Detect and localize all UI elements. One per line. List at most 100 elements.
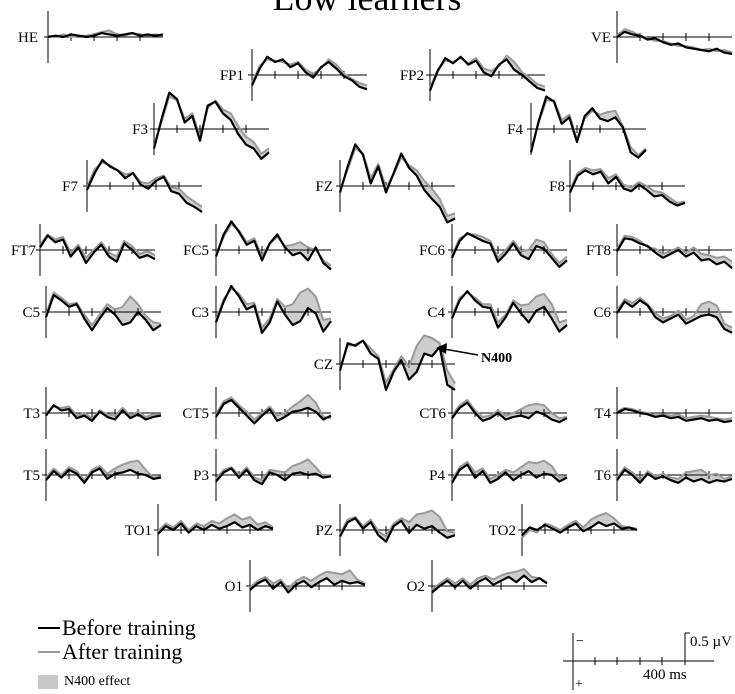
n400-shading bbox=[452, 400, 567, 423]
n400-shading bbox=[617, 29, 732, 54]
channel-t3: T3 bbox=[23, 387, 162, 439]
trace-before bbox=[616, 299, 733, 334]
trace-before bbox=[47, 32, 164, 39]
n400-shading bbox=[216, 221, 331, 270]
trace-after bbox=[451, 459, 568, 481]
legend-item-n400: N400 effect bbox=[38, 670, 196, 694]
scale-bar: − + 0.5 µV 400 ms bbox=[563, 632, 732, 692]
trace-after bbox=[45, 405, 161, 420]
channel-label: F3 bbox=[132, 122, 148, 138]
trace-before bbox=[85, 158, 203, 213]
channel-f8: F8 bbox=[549, 160, 686, 212]
trace-before bbox=[250, 55, 368, 91]
trace-before bbox=[39, 234, 156, 265]
channel-label: F7 bbox=[62, 179, 78, 195]
channel-to1: TO1 bbox=[125, 504, 274, 556]
legend: Before training After training N400 effe… bbox=[38, 615, 196, 694]
trace-before bbox=[431, 574, 548, 594]
channel-label: P3 bbox=[193, 468, 209, 484]
channel-label: T5 bbox=[23, 468, 40, 484]
trace-before bbox=[215, 398, 332, 425]
trace-after bbox=[215, 223, 332, 267]
channel-ve: VE bbox=[591, 11, 733, 63]
trace-before bbox=[214, 220, 332, 271]
trace-before bbox=[616, 468, 733, 484]
channel-to2: TO2 bbox=[489, 504, 638, 556]
channel-label: VE bbox=[591, 30, 611, 46]
trace-before bbox=[157, 521, 274, 535]
trace-before bbox=[451, 463, 568, 484]
trace-after bbox=[451, 399, 568, 420]
trace-before bbox=[45, 467, 162, 484]
n400-shading bbox=[452, 291, 567, 332]
channel-label: FZ bbox=[315, 179, 333, 195]
channel-c4: C4 bbox=[427, 286, 568, 338]
channel-t5: T5 bbox=[23, 449, 162, 501]
n400-shading bbox=[216, 459, 331, 485]
scale-pos-sign: + bbox=[575, 677, 583, 692]
trace-after bbox=[45, 291, 162, 326]
trace-after bbox=[616, 466, 733, 482]
channel-label: TO2 bbox=[489, 523, 516, 539]
channel-label: T4 bbox=[594, 406, 611, 422]
legend-item-before: Before training bbox=[38, 615, 196, 640]
channel-t6: T6 bbox=[594, 449, 733, 501]
n400-shading bbox=[216, 394, 331, 424]
trace-before bbox=[338, 339, 456, 392]
n400-label: N400 bbox=[481, 351, 512, 366]
channel-f7: F7 bbox=[62, 158, 203, 213]
trace-after bbox=[616, 296, 733, 329]
trace-before bbox=[214, 284, 332, 334]
trace-before bbox=[529, 95, 647, 159]
channel-label: C4 bbox=[427, 305, 445, 321]
n400-shading bbox=[430, 55, 545, 91]
channel-label: FT8 bbox=[586, 243, 611, 259]
channel-label: C3 bbox=[191, 305, 209, 321]
trace-before bbox=[45, 404, 162, 422]
n400-shading bbox=[46, 292, 161, 331]
trace-before bbox=[616, 237, 733, 270]
channel-label: FP2 bbox=[400, 68, 424, 84]
channel-label: FP1 bbox=[220, 68, 244, 84]
channel-p4: P4 bbox=[429, 449, 568, 501]
channel-label: HE bbox=[18, 30, 38, 46]
legend-line-after bbox=[38, 651, 60, 653]
channel-fc5: FC5 bbox=[183, 220, 332, 276]
channel-label: FT7 bbox=[11, 243, 37, 259]
channel-label: FC5 bbox=[183, 243, 209, 259]
channel-label: CT5 bbox=[182, 406, 209, 422]
trace-after bbox=[45, 459, 162, 482]
channel-fz: FZ bbox=[315, 143, 456, 224]
trace-after bbox=[616, 406, 733, 421]
trace-before bbox=[616, 30, 733, 55]
channel-label: T3 bbox=[23, 406, 40, 422]
scale-time-label: 400 ms bbox=[643, 667, 687, 683]
trace-after bbox=[249, 569, 366, 590]
trace-before bbox=[568, 169, 686, 207]
channel-t4: T4 bbox=[594, 387, 733, 439]
channel-label: FC6 bbox=[419, 243, 445, 259]
trace-before bbox=[339, 517, 456, 543]
trace-before bbox=[44, 294, 162, 332]
channel-label: O2 bbox=[407, 579, 425, 595]
trace-after bbox=[339, 334, 456, 385]
legend-swatch-n400 bbox=[38, 675, 58, 689]
channel-ct6: CT6 bbox=[419, 387, 568, 439]
trace-after bbox=[339, 509, 456, 538]
channel-label: CT6 bbox=[419, 406, 446, 422]
n400-shading bbox=[250, 570, 365, 593]
channel-label: CZ bbox=[314, 357, 333, 373]
trace-after bbox=[215, 393, 332, 421]
channel-label: O1 bbox=[225, 579, 243, 595]
channel-label: P4 bbox=[429, 468, 445, 484]
trace-after bbox=[616, 234, 733, 263]
n400-annotation: N400 bbox=[436, 343, 512, 366]
channel-label: C5 bbox=[22, 305, 40, 321]
channel-ct5: CT5 bbox=[182, 387, 332, 439]
channel-label: F4 bbox=[507, 122, 523, 138]
trace-before bbox=[215, 467, 332, 486]
legend-label-after: After training bbox=[62, 639, 183, 664]
chart-title: Low learners bbox=[273, 0, 462, 18]
trace-before bbox=[428, 55, 546, 92]
channel-o2: O2 bbox=[407, 560, 548, 612]
